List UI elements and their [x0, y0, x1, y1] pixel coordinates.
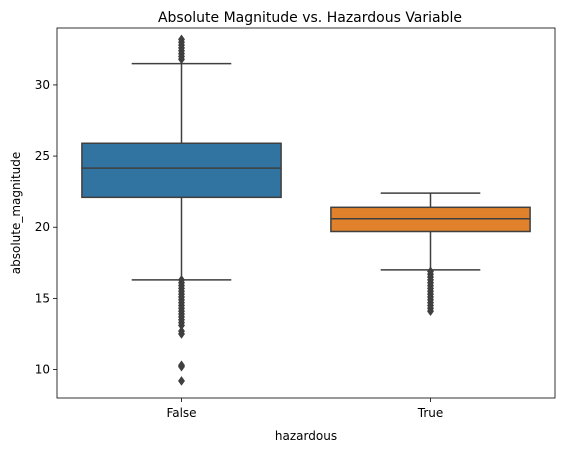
y-axis-label: absolute_magnitude: [9, 152, 23, 275]
outlier-point: [426, 306, 435, 317]
y-tick-label: 10: [35, 363, 50, 377]
y-tick-label: 15: [35, 291, 50, 305]
outlier-point: [177, 361, 186, 372]
y-tick-label: 20: [35, 220, 50, 234]
outlier-point: [177, 54, 186, 65]
y-tick-label: 25: [35, 149, 50, 163]
x-tick-label: True: [417, 406, 444, 420]
y-tick-label: 30: [35, 78, 50, 92]
outlier-point: [177, 376, 186, 386]
box-false: [81, 34, 282, 386]
x-axis-label: hazardous: [275, 429, 337, 443]
plot-area: [81, 34, 531, 386]
box-iqr: [81, 142, 282, 199]
chart-title: Absolute Magnitude vs. Hazardous Variabl…: [158, 10, 462, 26]
box-true: [330, 192, 531, 317]
outlier-point: [177, 329, 186, 339]
x-tick-label: False: [166, 406, 196, 420]
y-axis: 10 15 20 25 30: [35, 78, 57, 377]
plot-frame: [56, 27, 556, 399]
x-axis: False True: [166, 398, 443, 420]
